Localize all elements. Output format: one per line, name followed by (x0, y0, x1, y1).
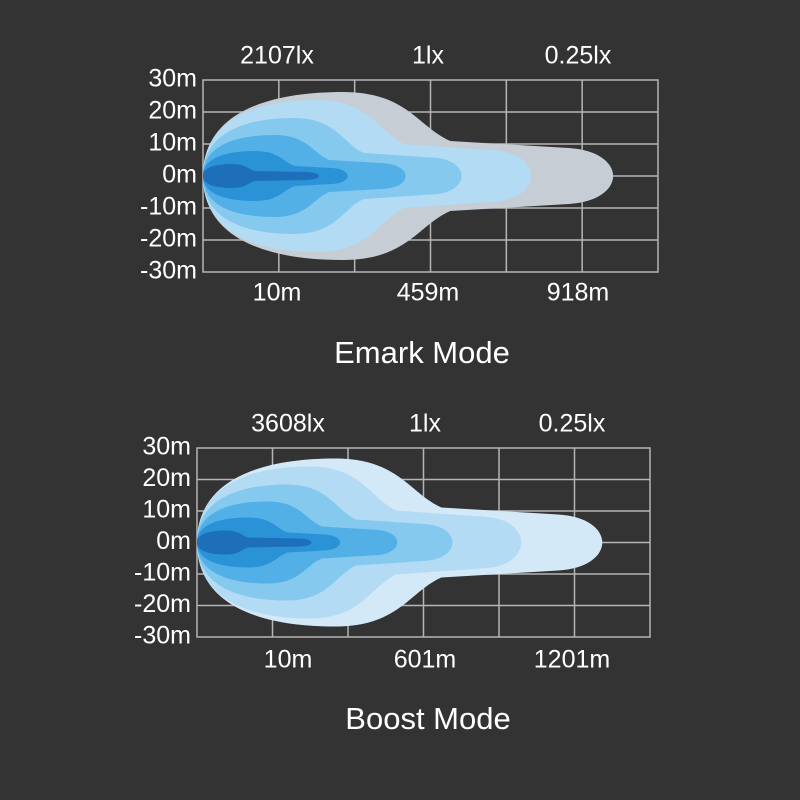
mode-title: Boost Mode (345, 701, 510, 736)
distance-label: 601m (394, 646, 457, 674)
boost-panel: 30m 20m 10m 0m -10m -20m -30m 3608lx 1lx 0.25lx 10… (134, 410, 651, 736)
emark-panel: 30m 20m 10m 0m -10m -20m -30m 2107lx 1lx 0.25lx 10… (140, 42, 659, 370)
lux-label: 2107lx (240, 42, 314, 70)
lux-label: 0.25lx (539, 410, 606, 438)
y-label: 20m (142, 464, 191, 492)
y-label: -20m (140, 225, 197, 253)
distance-label: 918m (547, 279, 610, 307)
y-label: -20m (134, 590, 191, 618)
y-label: -10m (140, 193, 197, 221)
y-label: 0m (162, 161, 197, 189)
y-label: 20m (148, 97, 197, 125)
y-label: 0m (156, 527, 191, 555)
beam-pattern (203, 92, 614, 260)
y-label: -30m (140, 257, 197, 285)
grid-frame (196, 447, 651, 638)
y-label: 30m (148, 65, 197, 93)
distance-label: 10m (264, 646, 313, 674)
distance-label: 1201m (534, 646, 610, 674)
lux-label: 3608lx (251, 410, 325, 438)
beam-zone (203, 164, 319, 188)
y-label: 30m (142, 433, 191, 461)
mode-title: Emark Mode (334, 335, 510, 370)
distance-label: 459m (397, 279, 460, 307)
y-label: 10m (148, 129, 197, 157)
beam-zone (197, 530, 312, 555)
y-label: -10m (134, 559, 191, 587)
y-label: 10m (142, 496, 191, 524)
beam-pattern (197, 458, 603, 627)
lux-label: 0.25lx (545, 42, 612, 70)
y-label: -30m (134, 622, 191, 650)
distance-label: 10m (253, 279, 302, 307)
lux-label: 1lx (412, 42, 444, 70)
lux-label: 1lx (409, 410, 441, 438)
